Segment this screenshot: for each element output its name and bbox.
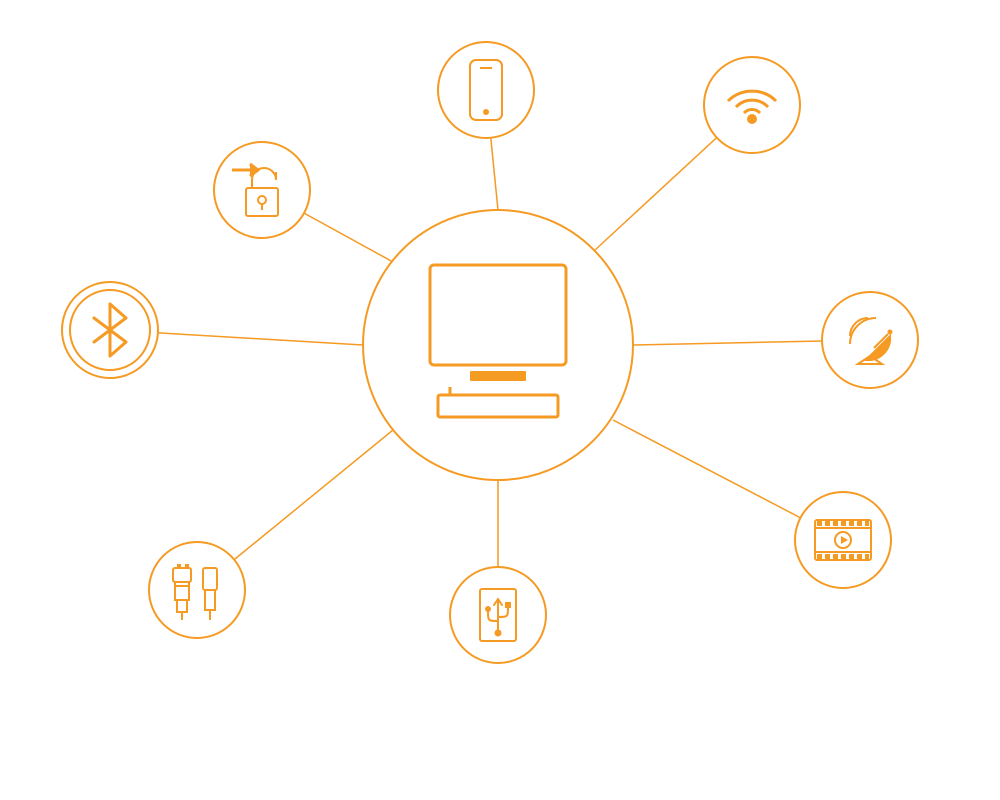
node-circle	[214, 142, 310, 238]
node-usb	[450, 567, 546, 663]
center-node	[363, 210, 633, 480]
node-cables	[149, 542, 245, 638]
node-video	[795, 492, 891, 588]
connectivity-diagram	[0, 0, 1000, 800]
node-lock	[214, 142, 310, 238]
node-wifi	[704, 57, 800, 153]
node-circle	[704, 57, 800, 153]
node-circle	[822, 292, 918, 388]
node-circle	[438, 42, 534, 138]
node-satellite	[822, 292, 918, 388]
node-phone	[438, 42, 534, 138]
center-circle	[363, 210, 633, 480]
node-circle	[149, 542, 245, 638]
node-bluetooth	[62, 282, 158, 378]
